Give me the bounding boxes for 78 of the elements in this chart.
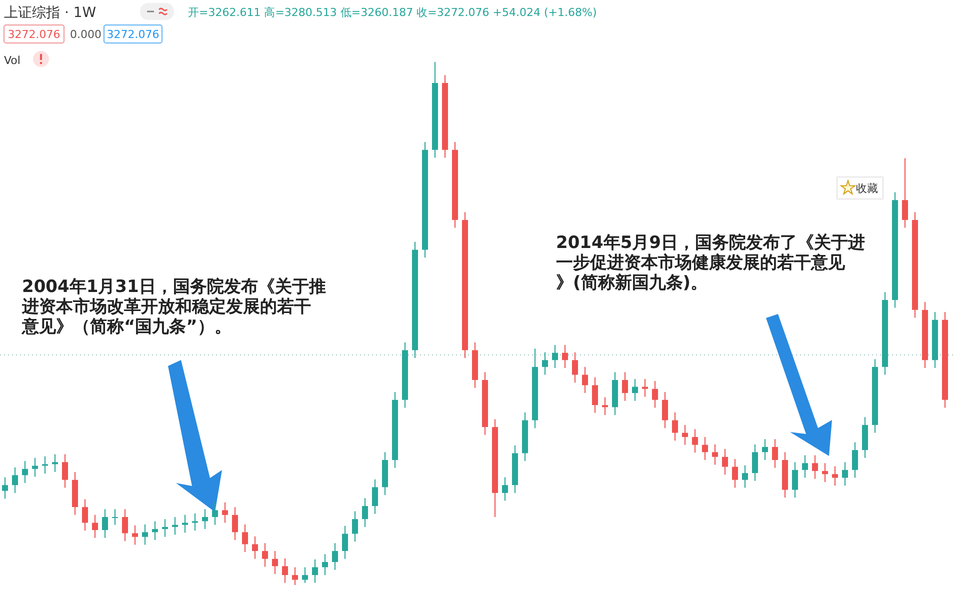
candlestick — [762, 438, 768, 461]
candlestick — [852, 442, 858, 478]
candlestick — [252, 536, 258, 560]
candlestick — [162, 518, 168, 538]
annotation: Vol — [4, 54, 20, 67]
annotation: 2014年5月9日，国务院发布了《关于进一步促进资本市场健康发展的若干意见》(简称新国九条)。 — [556, 233, 865, 293]
candlestick — [352, 510, 358, 542]
candlestick — [272, 550, 278, 575]
text: 3272.076 — [8, 28, 60, 41]
candlestick — [572, 352, 578, 384]
candlestick — [152, 520, 158, 541]
chart-subtitle: 开=3262.611 高=3280.513 低=3260.187 收=3272.076 +54.024 (+1.68%) — [188, 6, 597, 19]
candlestick — [652, 380, 658, 408]
candlestick — [692, 428, 698, 454]
candlestick — [262, 542, 268, 568]
candlestick — [132, 524, 138, 546]
candlestick — [822, 462, 828, 482]
candlestick — [582, 366, 588, 394]
candlestick — [102, 508, 108, 538]
candlestick — [242, 524, 248, 553]
chart-title: 上证综指 · 1W — [4, 5, 96, 21]
candlestick — [32, 457, 38, 478]
candlestick — [642, 378, 648, 398]
candlestick — [812, 454, 818, 480]
candlestick — [542, 352, 548, 376]
candlestick — [182, 514, 188, 534]
candlestick — [702, 436, 708, 461]
candlestick — [902, 158, 908, 228]
candlestick — [772, 438, 778, 468]
candlestick — [202, 508, 208, 530]
candlestick — [232, 506, 238, 541]
candlestick — [342, 525, 348, 560]
annotation: 收藏 — [856, 182, 878, 195]
candlestick — [312, 558, 318, 584]
candlestick — [142, 524, 148, 546]
candlestick — [92, 514, 98, 538]
candlestick — [222, 502, 228, 524]
candlestick — [2, 476, 8, 500]
candlestick — [662, 392, 668, 429]
candlestick — [722, 448, 728, 476]
candlestick — [302, 566, 308, 584]
candlestick — [52, 454, 58, 473]
candlestick — [192, 512, 198, 532]
candlestick — [562, 344, 568, 368]
candlestick — [732, 458, 738, 488]
candlestick — [632, 378, 638, 402]
candlestick — [332, 542, 338, 570]
candlestick — [742, 464, 748, 488]
candlestick — [362, 498, 368, 528]
text: 0.000 — [70, 28, 102, 41]
candlestick — [82, 498, 88, 532]
text: 3272.076 — [106, 28, 160, 41]
candlestick — [22, 460, 28, 484]
candlestick — [112, 508, 118, 526]
candlestick — [372, 478, 378, 514]
candlestick — [212, 502, 218, 526]
candlestick — [122, 508, 128, 542]
candlestick — [62, 454, 68, 488]
candlestick — [322, 554, 328, 576]
candlestick — [282, 558, 288, 584]
candlestick — [622, 372, 628, 402]
candlestick — [752, 444, 758, 482]
candlestick — [602, 396, 608, 416]
candlestick — [672, 412, 678, 442]
candlestick — [12, 466, 18, 494]
annotation: 2004年1月31日，国务院发布《关于推进资本市场改革开放和稳定发展的若干意见》（简称“国九条”）。 — [21, 277, 326, 337]
candlestick — [682, 424, 688, 446]
candlestick — [592, 376, 598, 414]
candlestick — [292, 566, 298, 586]
candlestick — [792, 462, 798, 498]
candlestick — [712, 444, 718, 466]
candlestick — [502, 476, 508, 502]
candlestick — [172, 516, 178, 536]
candlestick — [552, 344, 558, 368]
candlestick — [802, 454, 808, 478]
candlestick — [42, 456, 48, 474]
candlestick — [842, 462, 848, 486]
candlestick — [832, 466, 838, 486]
